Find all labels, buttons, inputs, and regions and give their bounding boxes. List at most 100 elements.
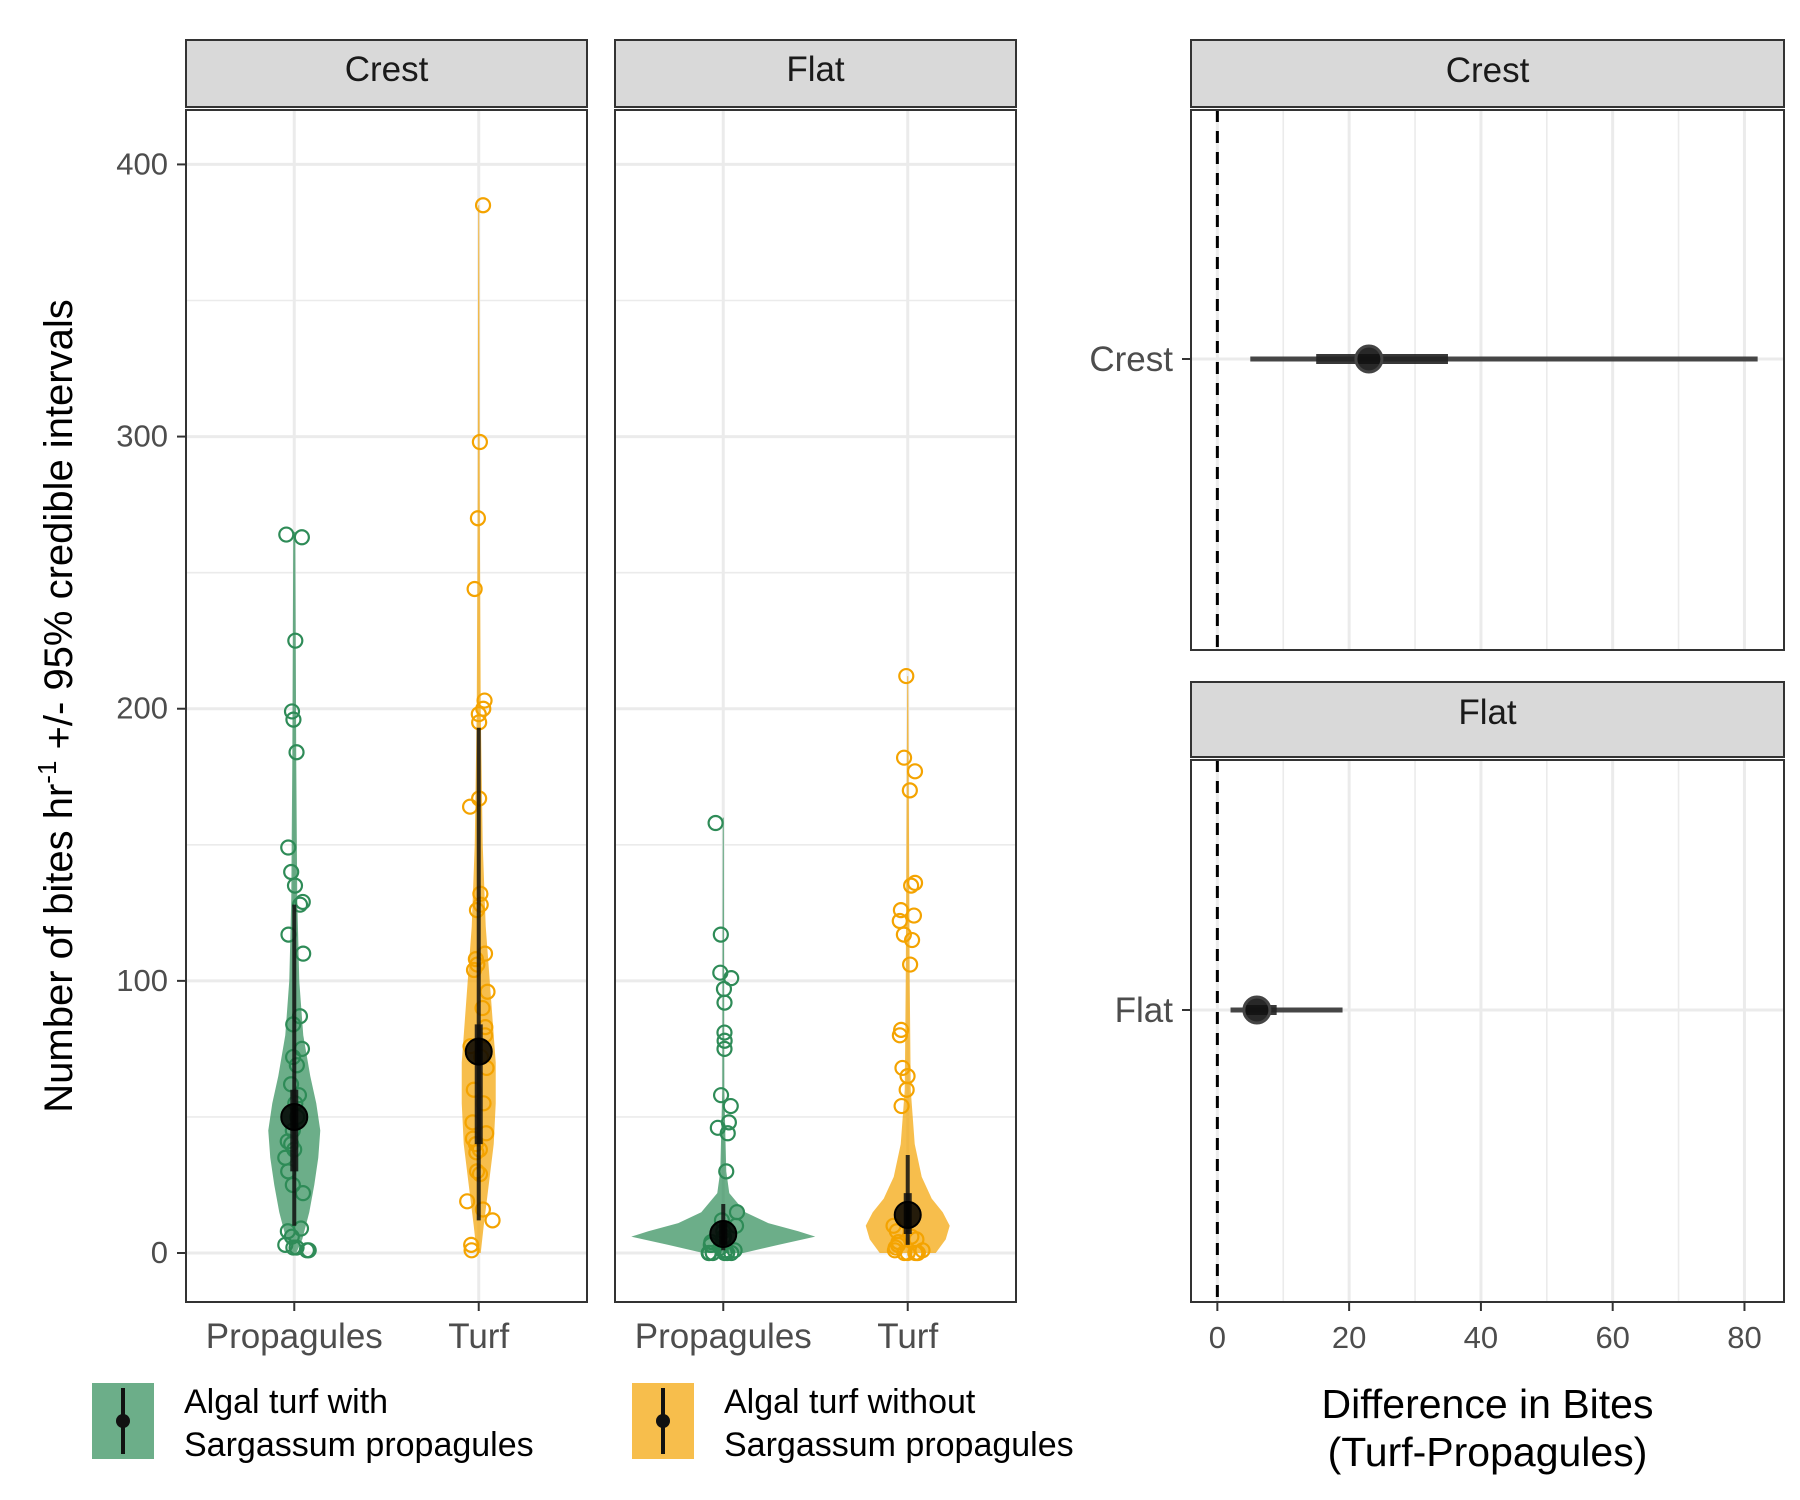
facet-strip-label: Flat bbox=[786, 50, 845, 89]
data-point bbox=[899, 1244, 916, 1262]
data-point bbox=[712, 926, 729, 943]
data-point bbox=[707, 814, 724, 832]
facet-strip bbox=[185, 39, 588, 108]
legend-label-line1: Algal turf without bbox=[724, 1383, 976, 1421]
data-point bbox=[716, 1040, 733, 1058]
estimate-point bbox=[464, 1037, 493, 1066]
data-point bbox=[718, 1163, 735, 1180]
data-point bbox=[719, 1125, 736, 1142]
y-axis-title-main: Number of bites hr bbox=[37, 784, 81, 1113]
data-point bbox=[893, 1097, 910, 1115]
data-point bbox=[898, 1081, 915, 1098]
data-point bbox=[277, 1236, 294, 1253]
data-point bbox=[906, 874, 924, 891]
x-tick-label: 0 bbox=[1209, 1320, 1226, 1355]
panel-border bbox=[1190, 109, 1785, 651]
panel-border bbox=[1190, 759, 1785, 1303]
x-tick-label: Propagules bbox=[635, 1317, 812, 1356]
facet-strip bbox=[1190, 39, 1785, 108]
legend-key-point bbox=[656, 1414, 670, 1428]
data-point bbox=[278, 526, 295, 543]
data-point bbox=[293, 529, 310, 546]
data-point bbox=[898, 667, 915, 685]
data-point bbox=[905, 907, 923, 924]
y-tick-label: 200 bbox=[116, 691, 168, 726]
data-point bbox=[285, 711, 302, 728]
data-point bbox=[465, 961, 483, 979]
difference-estimate-point bbox=[1354, 344, 1384, 374]
panel-background bbox=[615, 110, 1016, 1302]
data-point bbox=[471, 433, 488, 451]
data-point bbox=[716, 1032, 733, 1049]
estimate-point bbox=[280, 1102, 309, 1131]
data-point bbox=[716, 1024, 733, 1041]
violin-shape bbox=[865, 676, 950, 1254]
panel-background bbox=[1191, 760, 1784, 1302]
panel-background bbox=[1191, 110, 1784, 650]
x-axis-title-line2: (Turf-Propagules) bbox=[1328, 1429, 1648, 1475]
data-point bbox=[469, 510, 487, 527]
data-point bbox=[902, 956, 919, 973]
data-point bbox=[894, 1059, 911, 1077]
data-point bbox=[287, 632, 304, 649]
data-point bbox=[474, 1201, 492, 1218]
data-point bbox=[294, 893, 311, 911]
data-point bbox=[288, 1057, 305, 1074]
y-tick-label: 400 bbox=[116, 146, 168, 181]
data-point bbox=[723, 1244, 740, 1262]
x-tick-label: 80 bbox=[1727, 1320, 1761, 1355]
x-tick-label: Turf bbox=[448, 1317, 509, 1356]
data-point bbox=[470, 706, 487, 723]
data-point bbox=[463, 1236, 480, 1253]
data-point bbox=[280, 839, 297, 856]
data-point bbox=[466, 580, 483, 598]
data-point bbox=[901, 782, 918, 799]
legend-label-line1: Algal turf with bbox=[184, 1383, 388, 1421]
y-axis-title-rest: +/- 95% credible intervals bbox=[37, 299, 81, 760]
facet-strip bbox=[1190, 681, 1785, 758]
data-point bbox=[903, 877, 920, 894]
facet-strip-label: Crest bbox=[1446, 51, 1530, 90]
data-point bbox=[476, 692, 493, 709]
x-tick-label: 60 bbox=[1595, 1320, 1629, 1355]
data-point bbox=[895, 749, 913, 766]
data-point bbox=[909, 1244, 926, 1262]
facet-strip-label: Crest bbox=[345, 50, 429, 89]
y-tick-label: Crest bbox=[1089, 340, 1173, 379]
data-point bbox=[468, 1144, 485, 1161]
legend-label-line2: Sargassum propagules bbox=[724, 1426, 1074, 1464]
x-tick-label: Turf bbox=[877, 1317, 938, 1356]
data-point bbox=[285, 1239, 302, 1256]
y-axis-title: Number of bites hr-1 +/- 95% credible in… bbox=[32, 299, 81, 1112]
y-tick-label: 100 bbox=[116, 963, 168, 998]
y-axis-title-superscript: -1 bbox=[32, 761, 62, 784]
data-point bbox=[701, 1244, 718, 1262]
data-point bbox=[459, 1193, 476, 1210]
panel-background bbox=[186, 110, 587, 1302]
data-point bbox=[891, 1027, 908, 1044]
difference-estimate-point bbox=[1242, 995, 1272, 1025]
violin-shape bbox=[631, 817, 816, 1254]
panel-border bbox=[185, 109, 588, 1303]
legend-label-line2: Sargassum propagules bbox=[184, 1426, 534, 1464]
legend-key-point bbox=[116, 1414, 130, 1428]
x-axis-title-line1: Difference in Bites bbox=[1322, 1381, 1654, 1427]
facet-strip-label: Flat bbox=[1458, 693, 1517, 732]
x-tick-label: 40 bbox=[1464, 1320, 1498, 1355]
panel-border bbox=[614, 109, 1017, 1303]
data-point bbox=[892, 902, 910, 919]
facet-strip bbox=[614, 39, 1017, 108]
estimate-point bbox=[709, 1219, 738, 1248]
data-point bbox=[716, 994, 733, 1011]
data-point bbox=[474, 197, 492, 214]
data-point bbox=[906, 763, 924, 780]
data-point bbox=[895, 926, 912, 943]
data-point bbox=[286, 877, 304, 894]
data-point bbox=[712, 1087, 730, 1104]
data-point bbox=[288, 744, 305, 761]
x-tick-label: 20 bbox=[1332, 1320, 1366, 1355]
y-tick-label: 300 bbox=[116, 419, 168, 454]
estimate-point bbox=[893, 1200, 922, 1229]
data-point bbox=[726, 1242, 743, 1259]
